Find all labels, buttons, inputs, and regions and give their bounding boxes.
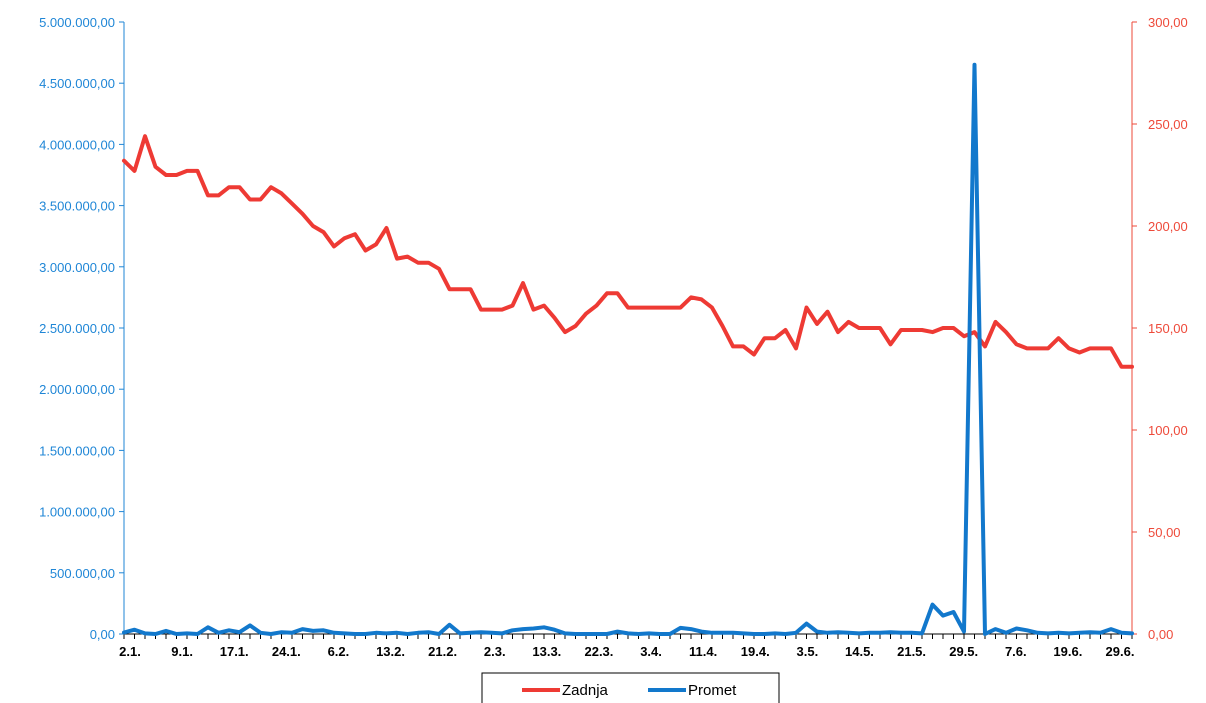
series-line-zadnja bbox=[122, 134, 1134, 369]
left-y-axis: 0,00 500.000,00 1.000.000,00 1.500.000,00 2.… bbox=[39, 15, 125, 642]
x-tick-label: 22.3. bbox=[584, 644, 613, 659]
x-tick-label: 9.1. bbox=[171, 644, 193, 659]
legend-label-promet: Promet bbox=[688, 682, 737, 699]
legend-label-zadnja: Zadnja bbox=[562, 682, 609, 699]
x-tick-label: 3.5. bbox=[797, 644, 819, 659]
right-tick-label: 300,00 bbox=[1148, 15, 1188, 30]
right-tick-label: 150,00 bbox=[1148, 321, 1188, 336]
series-line-promet bbox=[122, 62, 1134, 636]
x-tick-label: 3.4. bbox=[640, 644, 662, 659]
x-tick-label: 13.2. bbox=[376, 644, 405, 659]
right-y-axis: 0,00 50,00 100,00 150,00 200,00 250,00 300,00 bbox=[1131, 15, 1188, 642]
right-tick-label: 100,00 bbox=[1148, 423, 1188, 438]
left-tick-label: 1.000.000,00 bbox=[39, 505, 115, 520]
right-tick-label: 250,00 bbox=[1148, 117, 1188, 132]
x-tick-label: 29.5. bbox=[949, 644, 978, 659]
left-tick-label: 500.000,00 bbox=[50, 566, 115, 581]
left-tick-label: 4.000.000,00 bbox=[39, 137, 115, 152]
x-tick-label: 2.1. bbox=[119, 644, 141, 659]
x-tick-label: 19.4. bbox=[741, 644, 770, 659]
x-tick-label: 24.1. bbox=[272, 644, 301, 659]
x-tick-label: 14.5. bbox=[845, 644, 874, 659]
x-tick-label: 29.6. bbox=[1106, 644, 1135, 659]
left-tick-label: 4.500.000,00 bbox=[39, 76, 115, 91]
x-tick-label: 19.6. bbox=[1053, 644, 1082, 659]
x-tick-label: 6.2. bbox=[328, 644, 350, 659]
left-tick-label: 0,00 bbox=[90, 627, 115, 642]
right-tick-label: 200,00 bbox=[1148, 219, 1188, 234]
x-tick-label: 2.3. bbox=[484, 644, 506, 659]
legend: Zadnja Promet bbox=[481, 672, 780, 703]
left-tick-label: 2.000.000,00 bbox=[39, 382, 115, 397]
x-tick-label: 21.5. bbox=[897, 644, 926, 659]
x-tick-label: 17.1. bbox=[220, 644, 249, 659]
left-tick-label: 3.000.000,00 bbox=[39, 260, 115, 275]
right-tick-label: 0,00 bbox=[1148, 627, 1173, 642]
left-tick-label: 2.500.000,00 bbox=[39, 321, 115, 336]
series-layer bbox=[122, 62, 1134, 636]
left-tick-label: 3.500.000,00 bbox=[39, 199, 115, 214]
left-tick-label: 5.000.000,00 bbox=[39, 15, 115, 30]
x-tick-label: 21.2. bbox=[428, 644, 457, 659]
x-axis: 2.1. 9.1. 17.1. 24.1. 6.2. 13.2. 21.2. 2.3. 13.3… bbox=[119, 633, 1135, 659]
x-tick-label: 7.6. bbox=[1005, 644, 1027, 659]
x-tick-label: 13.3. bbox=[532, 644, 561, 659]
x-tick-label: 11.4. bbox=[689, 644, 717, 659]
left-tick-label: 1.500.000,00 bbox=[39, 443, 115, 458]
right-tick-label: 50,00 bbox=[1148, 525, 1181, 540]
